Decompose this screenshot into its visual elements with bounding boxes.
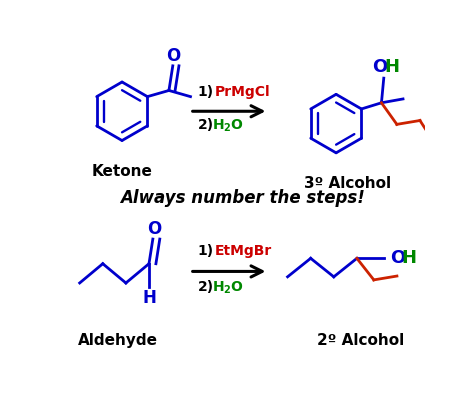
Text: H: H — [213, 280, 225, 294]
Text: 1): 1) — [198, 244, 214, 257]
Text: 3º Alcohol: 3º Alcohol — [304, 176, 391, 191]
Text: 1): 1) — [198, 85, 214, 99]
Text: O: O — [390, 249, 405, 267]
Text: 2: 2 — [224, 123, 230, 133]
Text: Ketone: Ketone — [91, 164, 153, 178]
Text: Aldehyde: Aldehyde — [78, 333, 158, 348]
Text: H: H — [213, 118, 225, 132]
Text: 2): 2) — [198, 118, 214, 132]
Text: 2): 2) — [198, 280, 214, 294]
Text: 2: 2 — [224, 285, 230, 295]
Text: O: O — [230, 118, 242, 132]
Text: H: H — [401, 249, 417, 267]
Text: H: H — [384, 59, 399, 76]
Text: O: O — [372, 59, 388, 76]
Text: O: O — [230, 280, 242, 294]
Text: H: H — [142, 289, 156, 307]
Text: EtMgBr: EtMgBr — [214, 244, 272, 257]
Text: 2º Alcohol: 2º Alcohol — [317, 333, 404, 348]
Text: O: O — [147, 220, 162, 238]
Text: Always number the steps!: Always number the steps! — [120, 189, 365, 207]
Text: O: O — [166, 47, 181, 65]
Text: PrMgCl: PrMgCl — [214, 85, 270, 99]
